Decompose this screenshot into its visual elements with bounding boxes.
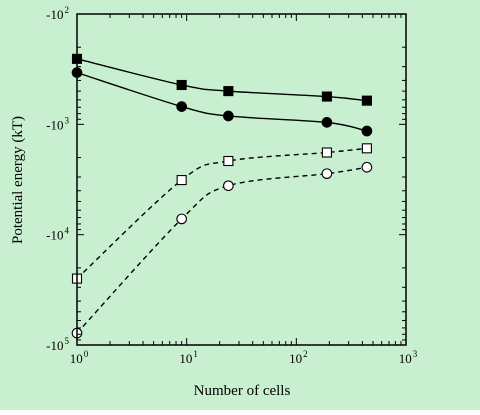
plot-frame [76,13,407,346]
data-point-s2-4 [361,143,372,154]
data-point-s1-2 [223,110,234,122]
data-point-s3-3 [321,168,333,180]
data-point-s3-2 [223,180,234,192]
y-tick-label-0: -102 [46,5,69,22]
data-point-s1-3 [321,117,333,128]
data-point-s3-1 [176,213,187,225]
data-point-s0-2 [223,86,234,97]
data-point-s2-3 [321,147,332,158]
data-point-s0-4 [361,95,372,106]
axis-ticks [76,13,406,345]
data-point-s0-1 [176,79,187,91]
data-point-s3-4 [361,161,373,173]
tick-labels: 100 101 102 103-102-103-104-105 [46,5,418,366]
data-point-s0-3 [321,91,332,102]
data-point-s1-1 [176,101,187,112]
data-point-s1-4 [361,125,373,137]
y-axis-title: Potential energy (kT) [10,116,26,244]
x-axis-title: Number of cells [194,383,291,399]
data-point-s2-2 [223,155,234,167]
data-point-s2-1 [176,175,187,186]
